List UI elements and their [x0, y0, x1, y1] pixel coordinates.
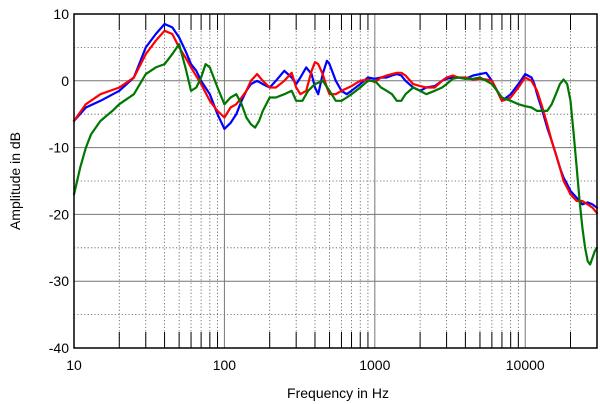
y-tick-label: -20	[49, 206, 69, 222]
plot-frame	[73, 13, 598, 349]
y-axis-label: Amplitude in dB	[7, 132, 23, 230]
y-tick-label: 10	[53, 6, 69, 22]
x-tick-label: 1000	[359, 357, 390, 373]
axis-ticks	[118, 14, 572, 348]
y-tick-label: -10	[49, 140, 69, 156]
data-series	[72, 22, 599, 266]
minor-grid	[74, 14, 597, 348]
y-tick-label: -30	[49, 273, 69, 289]
x-tick-labels: 10 100 1000 10000	[66, 357, 545, 373]
y-tick-label: -40	[49, 340, 69, 356]
x-tick-label: 100	[213, 357, 237, 373]
y-tick-labels: 10 0 -10 -20 -30 -40	[49, 6, 69, 356]
x-axis-label: Frequency in Hz	[287, 385, 389, 401]
y-tick-label: 0	[61, 73, 69, 89]
series-line-3	[72, 42, 599, 266]
x-tick-label: 10	[66, 357, 82, 373]
x-tick-label: 10000	[506, 357, 545, 373]
